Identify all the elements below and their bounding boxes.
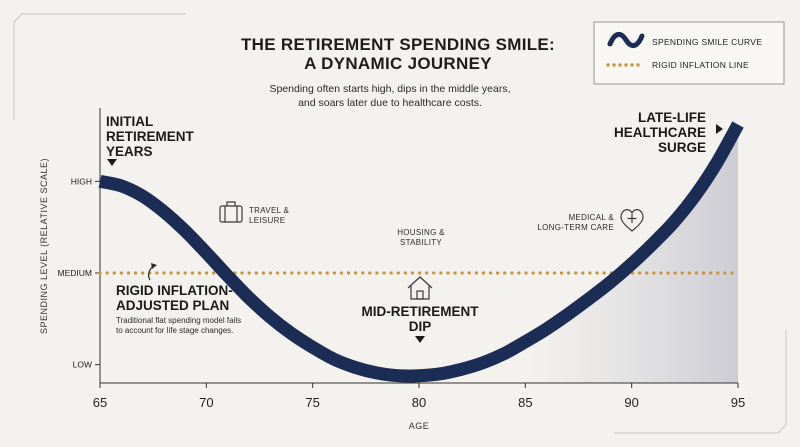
y-axis-label: SPENDING LEVEL (RELATIVE SCALE) xyxy=(39,158,49,334)
x-tick-label: 75 xyxy=(305,395,319,410)
annotation-rigid-note-1: Traditional flat spending model fails xyxy=(116,316,241,325)
x-tick-label: 95 xyxy=(731,395,745,410)
triangle-down-icon xyxy=(107,159,117,166)
legend-label-inflation: RIGID INFLATION LINE xyxy=(652,60,749,70)
y-tick-label: LOW xyxy=(73,360,92,370)
x-tick-label: 85 xyxy=(518,395,532,410)
house-icon xyxy=(407,276,433,300)
triangle-right-icon xyxy=(716,124,723,134)
y-tick-label: HIGH xyxy=(71,176,92,186)
legend-box xyxy=(593,21,785,85)
suitcase-icon xyxy=(219,201,243,223)
legend-label-smile: SPENDING SMILE CURVE xyxy=(652,37,762,47)
annotation-mid-line-2: DIP xyxy=(409,319,432,334)
annotation-housing-line-1: HOUSING & xyxy=(397,228,445,237)
x-tick-label: 80 xyxy=(412,395,426,410)
chart-title-line-2: A DYNAMIC JOURNEY xyxy=(304,54,492,73)
annotation-mid-line-1: MID-RETIREMENT xyxy=(362,304,480,319)
annotation-medical-line-2: LONG-TERM CARE xyxy=(537,223,614,232)
chart-subtitle-line-1: Spending often starts high, dips in the … xyxy=(269,83,510,95)
decorative-frame xyxy=(13,13,787,434)
chart-subtitle-line-2: and soars later due to healthcare costs. xyxy=(298,97,482,109)
y-ticks: LOW MEDIUM HIGH xyxy=(58,176,100,370)
annotation-housing-line-2: STABILITY xyxy=(400,238,442,247)
x-tick-label: 90 xyxy=(624,395,638,410)
x-tick-label: 65 xyxy=(93,395,107,410)
annotation-rigid-note-2: to account for life stage changes. xyxy=(116,326,233,335)
annotation-late-line-1: LATE-LIFE xyxy=(638,110,706,125)
late-life-shade-area xyxy=(525,124,738,383)
series-spending-smile-curve xyxy=(98,121,744,383)
annotation-late-line-2: HEALTHCARE xyxy=(614,125,706,140)
annotation-rigid-line-1: RIGID INFLATION- xyxy=(116,283,233,298)
curved-arrow-head xyxy=(151,263,157,269)
annotation-initial-line-1: INITIAL xyxy=(106,114,153,129)
chart-title-line-1: THE RETIREMENT SPENDING SMILE: xyxy=(241,35,555,54)
x-ticks: 65 70 75 80 85 90 95 xyxy=(93,383,745,410)
legend: SPENDING SMILE CURVE RIGID INFLATION LIN… xyxy=(593,21,785,85)
y-tick-label: MEDIUM xyxy=(58,268,92,278)
x-axis-label: AGE xyxy=(409,421,430,431)
triangle-down-dip-icon xyxy=(415,336,425,343)
annotation-travel-line-2: LEISURE xyxy=(249,216,285,225)
annotation-initial-line-3: YEARS xyxy=(106,144,153,159)
dotted-line-icon xyxy=(606,63,640,67)
annotation-travel-line-1: TRAVEL & xyxy=(249,206,290,215)
wave-icon xyxy=(607,32,645,48)
annotation-medical-line-1: MEDICAL & xyxy=(568,213,614,222)
annotation-rigid-line-2: ADJUSTED PLAN xyxy=(116,298,229,313)
annotation-initial-line-2: RETIREMENT xyxy=(106,129,195,144)
annotation-late-line-3: SURGE xyxy=(658,140,706,155)
heart-plus-icon xyxy=(620,209,644,232)
x-tick-label: 70 xyxy=(199,395,213,410)
